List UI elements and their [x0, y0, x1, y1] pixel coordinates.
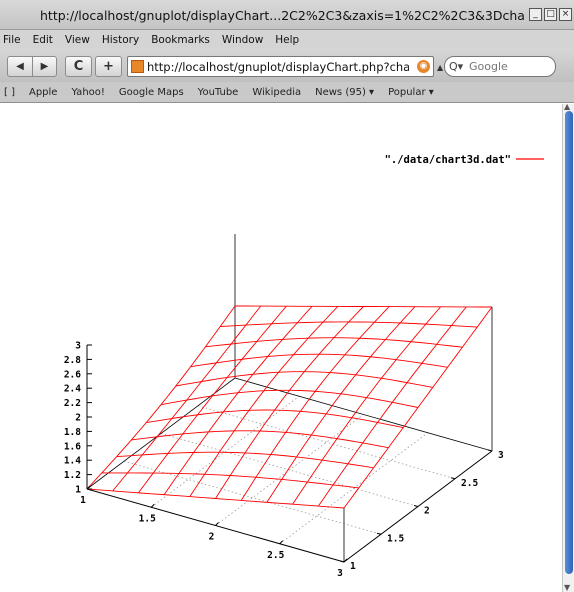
minimize-button[interactable]: _ — [529, 8, 542, 21]
z-tick-label: 2.2 — [64, 398, 81, 409]
surface-line — [190, 353, 448, 368]
bookmark-google-maps[interactable]: Google Maps — [118, 86, 184, 98]
window-controls: _ □ × — [529, 8, 572, 21]
y-tick-label: 3 — [498, 450, 504, 461]
site-favicon-icon — [131, 60, 144, 73]
surface-line — [189, 306, 339, 497]
x-tick-label: 3 — [337, 568, 343, 579]
bookmark-news[interactable]: News (95) ▾ — [315, 86, 375, 98]
surface-line — [205, 337, 463, 348]
scrollbar-thumb[interactable] — [565, 111, 573, 574]
x-tick-label: 1 — [80, 495, 86, 506]
vertical-scrollbar[interactable]: ▲ ▼ — [562, 102, 574, 592]
surface-line — [317, 306, 467, 507]
grid-line — [160, 433, 419, 507]
z-tick-label: 1.4 — [64, 456, 81, 467]
menu-bookmarks[interactable]: Bookmarks — [151, 33, 210, 46]
surface-line — [240, 306, 390, 501]
surface-line — [266, 306, 416, 503]
bookmark-wikipedia[interactable]: Wikipedia — [252, 86, 302, 98]
z-tick-label: 1.2 — [64, 470, 81, 481]
grid-line — [151, 395, 300, 508]
x-tick — [215, 522, 219, 526]
x-tick-label: 1.5 — [139, 513, 156, 524]
maximize-button[interactable]: □ — [544, 8, 557, 21]
surface-line — [131, 430, 389, 449]
y-tick — [487, 449, 493, 452]
scroll-up-icon[interactable]: ▲ — [564, 102, 571, 111]
surface-line — [175, 371, 433, 388]
surface-line — [112, 305, 262, 492]
z-tick-label: 1 — [75, 485, 81, 496]
surface-line — [343, 306, 493, 509]
window-title: http://localhost/gnuplot/displayChart...… — [40, 8, 526, 23]
x-tick-label: 2 — [209, 532, 215, 543]
back-forward-group: ◀ ▶ — [7, 56, 57, 77]
z-tick-label: 1.6 — [64, 441, 81, 452]
legend-label: "./data/chart3d.dat" — [385, 154, 511, 166]
bookmark-yahoo[interactable]: Yahoo! — [71, 86, 105, 98]
y-tick-label: 1 — [350, 561, 356, 572]
y-tick-label: 2 — [424, 506, 430, 517]
surface-line — [138, 305, 287, 494]
menu-view[interactable]: View — [64, 33, 90, 46]
search-icon[interactable]: Q▾ — [449, 60, 464, 73]
base-edge — [234, 377, 493, 452]
grid-line — [197, 405, 456, 480]
surface-line — [220, 321, 478, 328]
z-tick-label: 2.4 — [64, 384, 81, 395]
y-tick — [413, 505, 419, 507]
search-input[interactable] — [469, 59, 549, 74]
surface-line — [292, 306, 441, 505]
menu-help[interactable]: Help — [275, 33, 300, 46]
bookmark-apple[interactable]: Apple — [28, 86, 58, 98]
rss-icon[interactable]: ◉ — [417, 60, 430, 73]
menu-edit[interactable]: Edit — [32, 33, 53, 46]
grid-line — [215, 414, 364, 526]
menu-history[interactable]: History — [101, 33, 140, 46]
z-tick-label: 2.6 — [64, 369, 81, 380]
page-content: 1 1.2 1.4 1.6 1.8 2 2.2 2.4 2.6 2.8 3 1 1.5 2 2.5 3 1 1.5… — [0, 104, 562, 592]
z-tick-label: 2.8 — [64, 355, 81, 366]
bookmark-popular[interactable]: Popular ▾ — [388, 86, 434, 98]
y-tick-label: 1.5 — [387, 533, 404, 544]
bookmark-youtube[interactable]: YouTube — [197, 86, 239, 98]
y-tick — [376, 532, 382, 535]
base-edge — [86, 377, 236, 490]
bookmarks-toggle[interactable]: [ ] — [4, 86, 15, 98]
add-bookmark-button[interactable]: + — [95, 56, 122, 77]
y-tick — [339, 560, 345, 563]
address-text[interactable]: http://localhost/gnuplot/displayChart.ph… — [147, 60, 409, 74]
menu-window[interactable]: Window — [221, 33, 264, 46]
x-tick — [150, 503, 155, 508]
bookmarks-bar: [ ] Apple Yahoo! Google Maps YouTube Wik… — [0, 82, 574, 103]
close-button[interactable]: × — [559, 8, 572, 21]
surface-line — [215, 306, 364, 499]
surface-line — [116, 451, 374, 469]
back-button[interactable]: ◀ — [16, 61, 24, 72]
menu-bar: File Edit View History Bookmarks Window … — [0, 30, 574, 49]
chevron-down-icon[interactable]: ▲ — [437, 63, 444, 72]
reload-button[interactable]: C — [65, 56, 92, 77]
address-bar[interactable]: http://localhost/gnuplot/displayChart.ph… — [127, 56, 434, 77]
surface-chart: 11.21.41.61.822.22.42.62.8311.522.5311.5… — [64, 154, 544, 579]
navigation-toolbar: ◀ ▶ C + http://localhost/gnuplot/display… — [0, 49, 574, 82]
x-tick — [279, 540, 284, 545]
x-tick-label: 2.5 — [267, 550, 284, 561]
scroll-down-icon[interactable]: ▼ — [564, 583, 571, 592]
surface-line — [86, 305, 236, 490]
y-tick-label: 2.5 — [461, 478, 478, 489]
menu-file[interactable]: File — [3, 33, 21, 46]
search-field[interactable]: Q▾ — [444, 56, 556, 77]
z-tick-label: 1.8 — [64, 427, 81, 438]
x-tick — [86, 485, 91, 490]
title-bar: http://localhost/gnuplot/displayChart...… — [0, 0, 574, 30]
y-tick — [450, 477, 456, 480]
x-tick — [343, 558, 348, 563]
z-tick-label: 3 — [75, 341, 81, 352]
forward-button[interactable]: ▶ — [32, 57, 56, 76]
surface-line — [163, 305, 313, 495]
surface-line — [146, 409, 404, 429]
z-tick-label: 2 — [75, 413, 81, 424]
